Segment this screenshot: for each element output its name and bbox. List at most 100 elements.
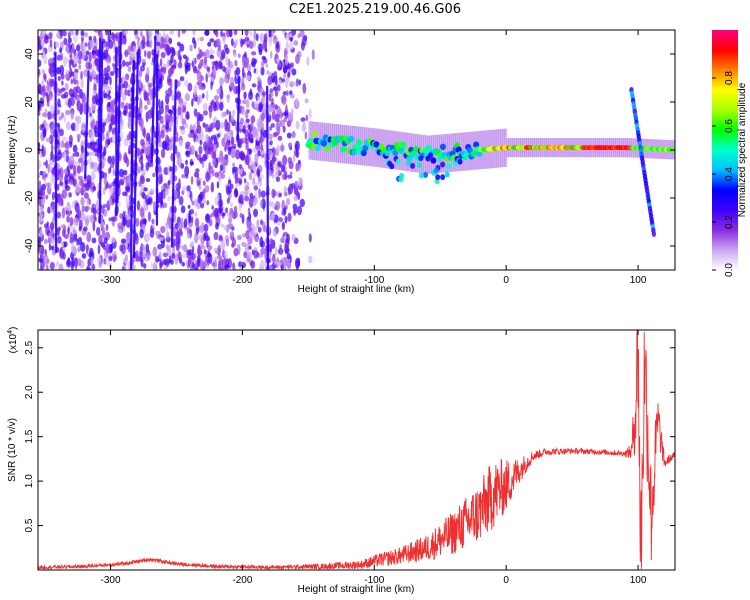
heatmap-noise-cell xyxy=(244,30,249,37)
heatmap-noise-cell xyxy=(39,97,45,105)
heatmap-noise-cell xyxy=(196,53,201,60)
heatmap-noise-cell xyxy=(251,163,255,171)
heatmap-noise-cell xyxy=(178,156,183,163)
heatmap-noise-cell xyxy=(257,226,262,233)
heatmap-noise-cell xyxy=(202,180,206,186)
heatmap-noise-cell xyxy=(261,91,267,96)
heatmap-noise-cell xyxy=(308,255,313,264)
heatmap-halo-cell xyxy=(464,132,468,171)
heatmap-noise-cell xyxy=(230,115,235,123)
heatmap-noise-cell xyxy=(283,73,287,79)
heatmap-noise-cell xyxy=(178,178,181,189)
heatmap-noise-cell xyxy=(42,91,46,99)
heatmap-noise-cell xyxy=(297,159,301,165)
heatmap-noise-cell xyxy=(105,243,110,254)
x-tick-label: -300 xyxy=(101,275,121,286)
heatmap-noise-cell xyxy=(298,79,301,86)
heatmap-noise-cell xyxy=(181,118,187,126)
heatmap-noise-cell xyxy=(164,187,169,196)
heatmap-noise-cell xyxy=(67,159,71,168)
heatmap-noise-cell xyxy=(184,93,191,102)
snr-panel: -300 -200 -100 0 100 0.5 1.0 1.5 2.0 2.5 Height … xyxy=(7,327,676,595)
heatmap-halo-cell xyxy=(373,128,377,167)
heatmap-noise-cell xyxy=(271,156,277,163)
heatmap-noise-cell xyxy=(181,253,187,259)
heatmap-noise-cell xyxy=(83,69,89,77)
heatmap-noise-cell xyxy=(109,71,115,76)
heatmap-noise-cell xyxy=(63,241,68,248)
heatmap-noise-cell xyxy=(203,249,207,255)
heatmap-noise-cell xyxy=(91,237,97,244)
heatmap-noise-cell xyxy=(162,252,168,258)
heatmap-noise-cell xyxy=(73,164,77,176)
heatmap-noise-cell xyxy=(287,212,292,222)
heatmap-noise-cell xyxy=(225,56,229,66)
heatmap-noise-cell xyxy=(192,30,196,36)
heatmap-streak xyxy=(236,75,241,140)
heatmap-noise-cell xyxy=(191,60,194,68)
heatmap-noise-cell xyxy=(140,257,144,268)
heatmap-noise-cell xyxy=(276,261,282,266)
heatmap-noise-cell xyxy=(208,252,213,264)
heatmap-noise-cell xyxy=(245,229,250,240)
heatmap-noise-cell xyxy=(68,192,72,198)
heatmap-noise-cell xyxy=(210,122,216,129)
heatmap-noise-cell xyxy=(268,264,274,270)
heatmap-carrier-cell xyxy=(362,144,369,152)
snr-x-label: Height of straight line (km) xyxy=(298,584,415,595)
heatmap-noise-cell xyxy=(105,259,111,266)
heatmap-carrier-cell xyxy=(463,151,470,159)
heatmap-noise-cell xyxy=(198,85,203,90)
heatmap-noise-cell xyxy=(140,65,145,72)
heatmap-halo-cell xyxy=(347,125,351,164)
heatmap-carrier-cell xyxy=(338,135,345,142)
heatmap-noise-cell xyxy=(162,202,168,209)
heatmap-noise-cell xyxy=(107,155,113,164)
heatmap-noise-cell xyxy=(158,236,164,241)
heatmap-noise-cell xyxy=(90,214,93,224)
heatmap-noise-cell xyxy=(202,102,208,112)
heatmap-noise-cell xyxy=(170,135,174,143)
heatmap-noise-cell xyxy=(170,64,175,75)
heatmap-noise-cell xyxy=(58,88,63,94)
heatmap-noise-cell xyxy=(124,73,130,81)
heatmap-noise-cell xyxy=(70,244,76,254)
heatmap-scatter-cell xyxy=(446,163,452,170)
heatmap-noise-cell xyxy=(193,85,198,96)
heatmap-noise-cell xyxy=(63,91,69,99)
heatmap-noise-cell xyxy=(61,80,64,86)
heatmap-noise-cell xyxy=(98,234,103,245)
heatmap-streak xyxy=(150,36,157,164)
heatmap-scatter-cell xyxy=(416,162,422,169)
heatmap-noise-cell xyxy=(246,150,250,156)
heatmap-noise-cell xyxy=(145,232,151,242)
heatmap-noise-cell xyxy=(104,118,109,124)
heatmap-noise-cell xyxy=(194,232,197,243)
heatmap-noise-cell xyxy=(75,85,81,94)
heatmap-noise-cell xyxy=(110,182,114,187)
heatmap-halo-cell xyxy=(349,125,353,165)
heatmap-noise-cell xyxy=(190,190,193,202)
heatmap-noise-cell xyxy=(230,148,236,154)
heatmap-noise-cell xyxy=(223,77,229,83)
heatmap-streak xyxy=(116,31,122,204)
heatmap-noise-cell xyxy=(224,145,227,152)
heatmap-noise-cell xyxy=(207,73,213,78)
heatmap-carrier-cell xyxy=(412,145,419,153)
heatmap-noise-cell xyxy=(271,188,276,199)
heatmap-noise-cell xyxy=(197,63,203,70)
heatmap-noise-cell xyxy=(139,118,143,127)
heatmap-noise-cell xyxy=(61,207,66,219)
heatmap-noise-cell xyxy=(216,181,220,189)
heatmap-noise-cell xyxy=(291,130,296,139)
heatmap-noise-cell xyxy=(65,57,69,63)
heatmap-noise-cell xyxy=(262,129,268,138)
snr-y-multiplier: (x104) xyxy=(7,327,19,354)
heatmap-noise-cell xyxy=(157,243,163,250)
heatmap-noise-cell xyxy=(215,38,221,48)
heatmap-noise-cell xyxy=(48,32,53,40)
heatmap-noise-cell xyxy=(80,78,84,89)
heatmap-noise-cell xyxy=(299,30,305,38)
heatmap-noise-cell xyxy=(51,142,54,153)
